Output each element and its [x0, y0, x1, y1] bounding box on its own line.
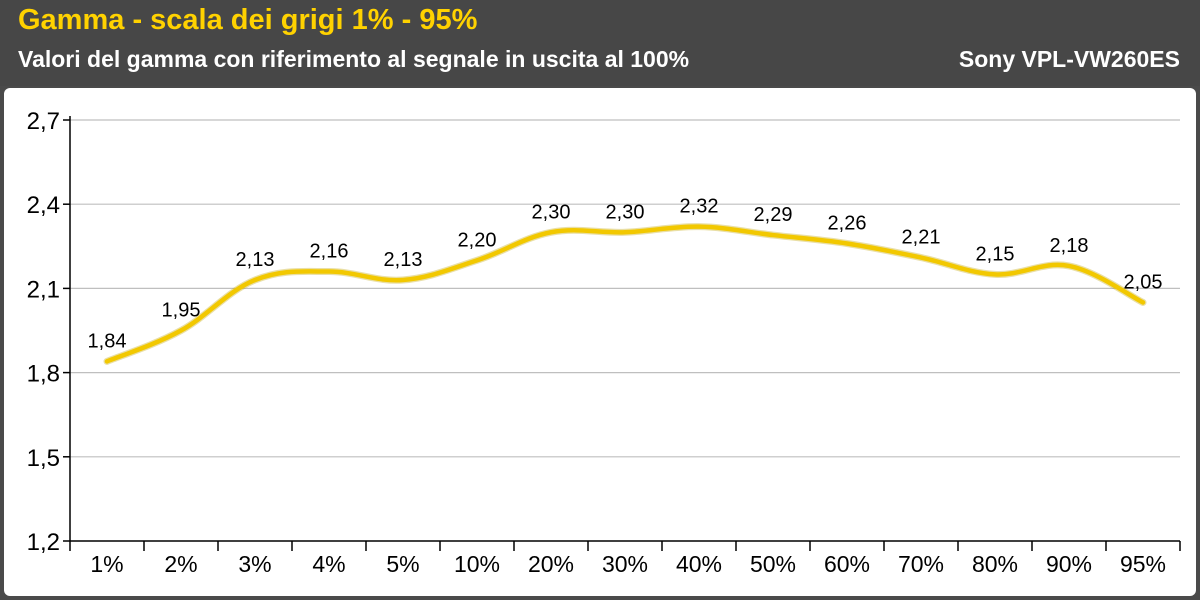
- device-model-label: Sony VPL-VW260ES: [958, 46, 1180, 72]
- x-tick-label: 60%: [824, 551, 870, 577]
- x-tick-label: 40%: [676, 551, 722, 577]
- x-tick-label: 5%: [386, 551, 419, 577]
- y-tick-label: 2,1: [27, 276, 60, 303]
- data-label: 2,29: [754, 204, 793, 226]
- x-tick-label: 50%: [750, 551, 796, 577]
- data-label: 2,13: [236, 249, 275, 271]
- x-tick-label: 10%: [454, 551, 500, 577]
- data-label: 2,18: [1050, 235, 1089, 257]
- data-label: 2,30: [606, 201, 645, 223]
- data-label: 2,21: [902, 227, 941, 249]
- data-label: 2,30: [532, 201, 571, 223]
- chart-subtitle: Valori del gamma con riferimento al segn…: [18, 46, 690, 72]
- x-tick-label: 1%: [90, 551, 123, 577]
- x-tick-label: 90%: [1046, 551, 1092, 577]
- x-tick-label: 95%: [1120, 551, 1166, 577]
- data-label: 1,95: [162, 300, 201, 322]
- plot-frame: [4, 88, 1196, 596]
- y-tick-label: 2,4: [27, 192, 60, 219]
- x-tick-label: 80%: [972, 551, 1018, 577]
- data-label: 2,16: [310, 241, 349, 263]
- chart-title: Gamma - scala dei grigi 1% - 95%: [18, 4, 478, 36]
- y-tick-label: 1,8: [27, 361, 60, 388]
- data-label: 2,13: [384, 249, 423, 271]
- chart-header: Gamma - scala dei grigi 1% - 95% Valori …: [0, 0, 1200, 86]
- x-tick-label: 2%: [164, 551, 197, 577]
- data-label: 2,05: [1124, 271, 1163, 293]
- data-label: 2,20: [458, 229, 497, 251]
- data-label: 2,32: [680, 196, 719, 218]
- data-label: 2,15: [976, 243, 1015, 265]
- x-tick-label: 3%: [238, 551, 271, 577]
- x-tick-label: 4%: [312, 551, 345, 577]
- x-tick-label: 30%: [602, 551, 648, 577]
- data-label: 1,84: [88, 330, 127, 352]
- series-line: [104, 224, 1146, 364]
- data-label: 2,26: [828, 212, 867, 234]
- y-tick-label: 2,7: [27, 108, 60, 135]
- y-tick-label: 1,5: [27, 445, 60, 472]
- x-tick-label: 20%: [528, 551, 574, 577]
- x-tick-label: 70%: [898, 551, 944, 577]
- y-tick-label: 1,2: [27, 529, 60, 556]
